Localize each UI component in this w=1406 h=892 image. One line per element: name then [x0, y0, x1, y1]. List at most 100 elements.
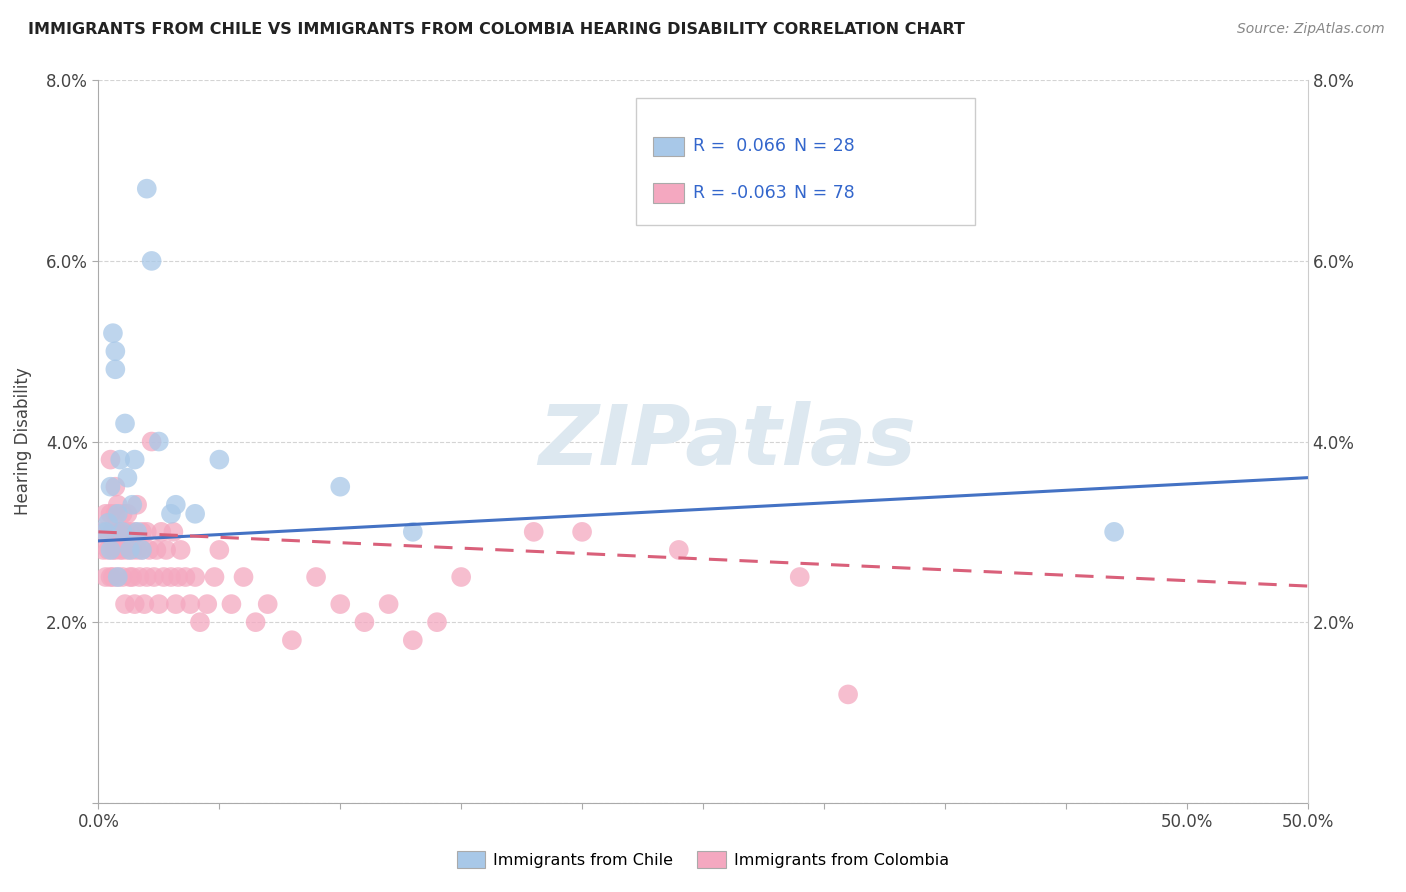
Point	[571, 524, 593, 539]
Point	[114, 524, 136, 539]
Point	[184, 507, 207, 521]
Point	[789, 570, 811, 584]
Point	[208, 542, 231, 557]
Point	[160, 507, 183, 521]
Point	[111, 570, 134, 584]
Text: Source: ZipAtlas.com: Source: ZipAtlas.com	[1237, 22, 1385, 37]
Point	[117, 471, 139, 485]
Point	[118, 542, 141, 557]
Point	[329, 597, 352, 611]
Point	[94, 524, 117, 539]
Text: IMMIGRANTS FROM CHILE VS IMMIGRANTS FROM COLOMBIA HEARING DISABILITY CORRELATION: IMMIGRANTS FROM CHILE VS IMMIGRANTS FROM…	[28, 22, 965, 37]
Point	[305, 570, 328, 584]
Point	[100, 480, 122, 494]
Point	[124, 524, 146, 539]
Point	[162, 524, 184, 539]
Point	[121, 542, 143, 557]
Point	[138, 542, 160, 557]
Point	[117, 507, 139, 521]
Point	[402, 524, 425, 539]
Point	[101, 524, 124, 539]
Point	[135, 524, 157, 539]
Point	[118, 570, 141, 584]
Point	[100, 452, 122, 467]
Point	[104, 362, 127, 376]
Point	[402, 633, 425, 648]
Point	[107, 507, 129, 521]
Point	[97, 516, 120, 530]
Point	[127, 542, 149, 557]
Point	[114, 597, 136, 611]
Point	[108, 542, 131, 557]
Point	[118, 524, 141, 539]
Point	[426, 615, 449, 630]
Point	[232, 570, 254, 584]
Point	[148, 597, 170, 611]
Point	[165, 597, 187, 611]
Point	[100, 570, 122, 584]
Point	[165, 498, 187, 512]
Point	[97, 524, 120, 539]
Point	[131, 542, 153, 557]
Point	[169, 542, 191, 557]
Point	[101, 326, 124, 340]
Point	[245, 615, 267, 630]
Point	[174, 570, 197, 584]
Point	[104, 507, 127, 521]
Point	[160, 570, 183, 584]
Point	[1102, 524, 1125, 539]
Point	[353, 615, 375, 630]
Point	[141, 253, 163, 268]
Point	[107, 570, 129, 584]
Text: ZIPatlas: ZIPatlas	[538, 401, 917, 482]
Point	[94, 570, 117, 584]
Point	[208, 452, 231, 467]
Point	[101, 542, 124, 557]
Point	[450, 570, 472, 584]
Point	[108, 524, 131, 539]
Point	[117, 542, 139, 557]
Point	[121, 498, 143, 512]
Point	[127, 498, 149, 512]
Point	[837, 687, 859, 701]
Point	[150, 524, 173, 539]
Legend: Immigrants from Chile, Immigrants from Colombia: Immigrants from Chile, Immigrants from C…	[450, 845, 956, 874]
Point	[152, 570, 174, 584]
Point	[179, 597, 201, 611]
Point	[148, 434, 170, 449]
Point	[111, 524, 134, 539]
Point	[107, 524, 129, 539]
Point	[128, 570, 150, 584]
Point	[121, 570, 143, 584]
Text: R =  0.066: R = 0.066	[693, 137, 786, 155]
Point	[100, 542, 122, 557]
Point	[204, 570, 226, 584]
Point	[167, 570, 190, 584]
Point	[668, 542, 690, 557]
Point	[377, 597, 399, 611]
Point	[104, 480, 127, 494]
Point	[97, 542, 120, 557]
Point	[135, 570, 157, 584]
Point	[188, 615, 211, 630]
Point	[124, 452, 146, 467]
Point	[134, 597, 156, 611]
Point	[107, 498, 129, 512]
Point	[256, 597, 278, 611]
Point	[100, 507, 122, 521]
Point	[111, 507, 134, 521]
Text: R = -0.063: R = -0.063	[693, 184, 786, 202]
Point	[145, 542, 167, 557]
Point	[155, 542, 177, 557]
Point	[143, 570, 166, 584]
Point	[104, 542, 127, 557]
Text: N = 78: N = 78	[794, 184, 855, 202]
Point	[104, 344, 127, 359]
Point	[184, 570, 207, 584]
Point	[135, 181, 157, 195]
Point	[90, 524, 112, 539]
Point	[195, 597, 218, 611]
Point	[111, 542, 134, 557]
Point	[114, 417, 136, 431]
Y-axis label: Hearing Disability: Hearing Disability	[14, 368, 32, 516]
